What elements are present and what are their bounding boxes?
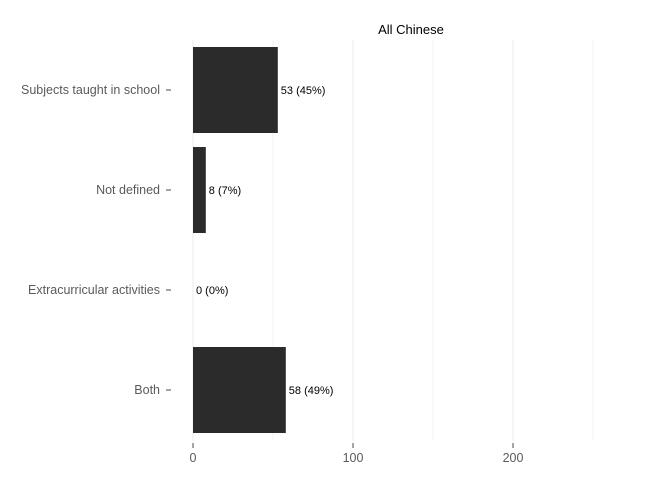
category-label: Both	[134, 383, 160, 397]
bar	[193, 147, 206, 233]
bar	[193, 347, 286, 433]
bars	[193, 47, 286, 433]
data-labels: 53 (45%) 8 (7%) 0 (0%) 58 (49%)	[196, 85, 333, 397]
data-label: 0 (0%)	[196, 285, 228, 297]
x-tick-label: 100	[343, 451, 364, 465]
data-label: 53 (45%)	[281, 85, 326, 97]
category-label: Extracurricular activities	[28, 283, 160, 297]
x-axis-ticks: 0 100 200	[190, 443, 524, 465]
data-label: 58 (49%)	[289, 385, 334, 397]
category-label: Not defined	[96, 183, 160, 197]
category-label: Subjects taught in school	[21, 83, 160, 97]
data-label: 8 (7%)	[209, 185, 241, 197]
category-labels: Subjects taught in school Not defined Extr…	[21, 83, 171, 397]
bar	[193, 47, 278, 133]
chart-title: All Chinese	[378, 22, 444, 37]
x-tick-label: 200	[503, 451, 524, 465]
x-tick-label: 0	[190, 451, 197, 465]
